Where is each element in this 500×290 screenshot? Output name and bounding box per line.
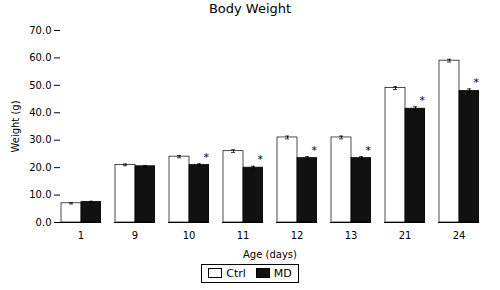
svg-text:Weight (g): Weight (g) bbox=[10, 100, 21, 152]
html-text:Ctrl: Ctrl bbox=[226, 266, 246, 280]
svg-text:*: * bbox=[474, 76, 480, 89]
svg-text:*: * bbox=[204, 151, 210, 164]
svg-text:12: 12 bbox=[291, 230, 304, 241]
svg-text:30.0: 30.0 bbox=[29, 134, 51, 145]
svg-text:70.0: 70.0 bbox=[29, 25, 51, 36]
svg-text:*: * bbox=[312, 144, 318, 157]
svg-text:24: 24 bbox=[453, 230, 466, 241]
svg-text:9: 9 bbox=[132, 230, 138, 241]
svg-text:Age (days): Age (days) bbox=[243, 249, 297, 260]
svg-text:13: 13 bbox=[345, 230, 358, 241]
svg-text:40.0: 40.0 bbox=[29, 107, 51, 118]
svg-text:0.0: 0.0 bbox=[36, 217, 52, 228]
svg-text:60.0: 60.0 bbox=[29, 52, 51, 63]
svg-text:20.0: 20.0 bbox=[29, 162, 51, 173]
svg-text:10.0: 10.0 bbox=[29, 189, 51, 200]
svg-text:50.0: 50.0 bbox=[29, 80, 51, 91]
svg-text:1: 1 bbox=[78, 230, 84, 241]
svg-text:*: * bbox=[366, 144, 372, 157]
svg-text:*: * bbox=[420, 94, 426, 107]
svg-text:10: 10 bbox=[183, 230, 196, 241]
svg-text:11: 11 bbox=[237, 230, 250, 241]
html-text:Body Weight: Body Weight bbox=[208, 1, 292, 16]
svg-text:*: * bbox=[258, 153, 264, 166]
html-text:MD: MD bbox=[273, 266, 292, 280]
svg-text:21: 21 bbox=[399, 230, 412, 241]
